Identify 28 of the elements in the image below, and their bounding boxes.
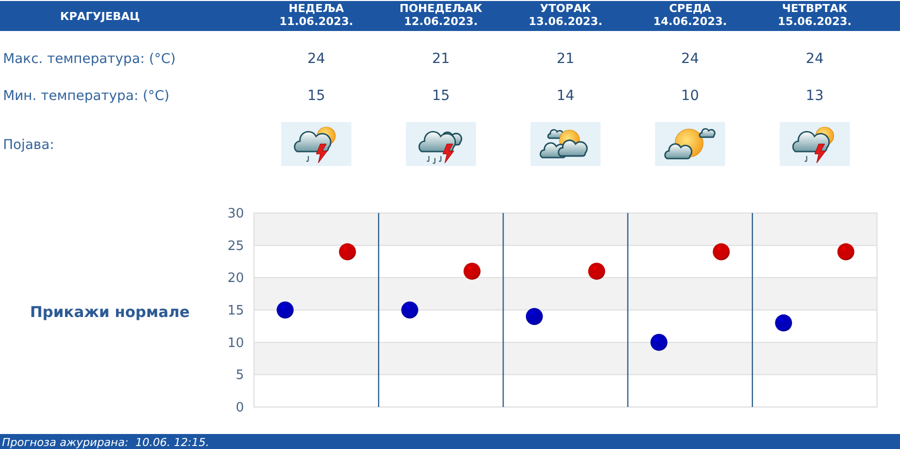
category-label: ЧЕТВРТАК 15.06.2023.	[778, 2, 852, 28]
category-label: Појава:	[3, 137, 54, 153]
y-tick-label: 5	[236, 368, 244, 384]
category-label: НЕДЕЉА 11.06.2023.	[279, 2, 354, 28]
y-tick-label: 30	[227, 206, 244, 222]
text: Прикажи нормале	[30, 303, 190, 321]
y-tick-label: 10	[227, 336, 244, 351]
y-tick-label: 20	[227, 271, 244, 286]
data-label: 14	[556, 88, 574, 104]
data-label: 15	[307, 88, 326, 104]
data-label: 21	[556, 51, 574, 67]
data-label: 24	[307, 51, 326, 67]
y-tick-label: 15	[227, 304, 244, 319]
data-label: 24	[806, 51, 824, 67]
data-label: 10	[681, 88, 700, 104]
category-label: ПОНЕДЕЉАК 12.06.2023.	[400, 2, 482, 28]
category-label: СРЕДА 14.06.2023.	[653, 2, 727, 28]
data-label: 21	[432, 51, 450, 67]
data-label: 15	[432, 88, 450, 104]
category-label: Мин. температура: (°C)	[3, 88, 170, 104]
data-label: 24	[681, 51, 700, 67]
category-label: Макс. температура: (°C)	[3, 51, 176, 67]
category-label: УТОРАК 13.06.2023.	[528, 2, 602, 28]
text: Прогноза ажурирана: 10.06. 12:15.	[2, 436, 210, 449]
y-tick-label: 25	[227, 238, 244, 254]
text: КРАГУЈЕВАЦ	[60, 10, 140, 23]
y-tick-label: 0	[236, 400, 244, 416]
data-label: 13	[806, 88, 824, 104]
